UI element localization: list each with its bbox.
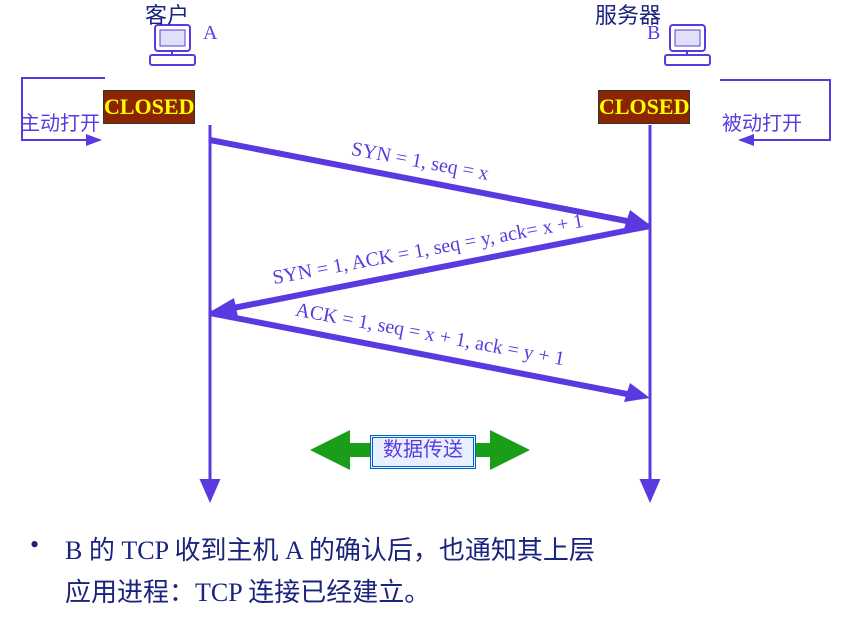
client-label: A [203, 22, 217, 45]
caption-bullet: • [30, 530, 39, 560]
client-header: 客户 [145, 0, 189, 30]
diagram-container: { "diagram": { "width": 856, "height": 6… [0, 0, 856, 623]
client-state-box: CLOSED [103, 90, 195, 124]
client-open-label: 主动打开 [20, 107, 100, 136]
caption-line2: 应用进程：TCP 连接已经建立。 [65, 578, 430, 607]
server-computer-icon [660, 20, 715, 75]
server-open-label: 被动打开 [722, 107, 802, 136]
client-state-text: CLOSED [104, 94, 194, 119]
server-label: B [647, 22, 660, 45]
server-state-box: CLOSED [598, 90, 690, 124]
caption-text: B 的 TCP 收到主机 A 的确认后，也通知其上层 应用进程：TCP 连接已经… [65, 530, 825, 613]
data-transfer-label: 数据传送 [383, 439, 463, 461]
caption-line1: B 的 TCP 收到主机 A 的确认后，也通知其上层 [65, 536, 595, 565]
data-transfer-box: 数据传送 [370, 435, 476, 469]
server-state-text: CLOSED [599, 94, 689, 119]
